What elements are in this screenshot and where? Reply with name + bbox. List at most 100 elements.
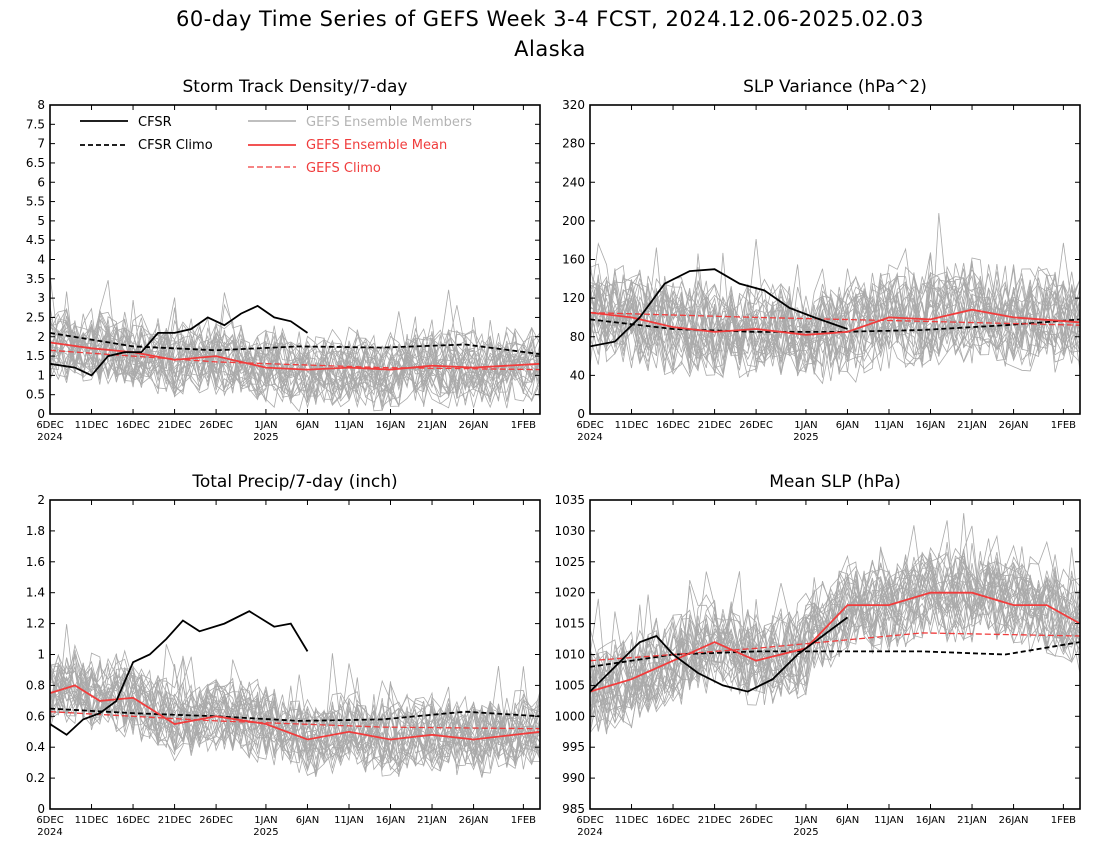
precip-xtick-label: 16DEC [116,815,150,826]
precip-ytick-label: 1.4 [26,586,45,600]
storm-xtick-label: 1FEB [511,420,536,431]
slpvar-plot-area [590,213,1080,385]
meanslp-ensemble-member-27 [590,548,1080,710]
meanslp-xtick-label: 21JAN [957,815,987,826]
precip-xtick-label: 21DEC [158,815,192,826]
meanslp-xtick-label: 16JAN [916,815,946,826]
slpvar-ytick-label: 160 [562,253,585,267]
slpvar-ensemble-member-23 [590,268,1080,377]
meanslp-ensemble-member-25 [590,544,1080,695]
precip-ytick-label: 0.2 [26,771,45,785]
precip-xtick-label: 16JAN [376,815,406,826]
meanslp-xtick-label: 21DEC [698,815,732,826]
slpvar-xtick-label: 16JAN [916,420,946,431]
storm-xtick-label: 16DEC [116,420,150,431]
storm-series-cfsr [50,304,309,377]
meanslp-xtick-label: 6JAN [836,815,859,826]
precip-ytick-label: 0.4 [26,740,45,754]
precip-ytick-label: 1 [37,648,45,662]
storm-ytick-label: 6 [37,175,45,189]
legend-cfsr-label: CFSR [138,115,172,130]
slpvar-xtick-label: 16DEC [656,420,690,431]
slpvar-xtick-label: 11DEC [615,420,649,431]
meanslp-xtick-label: 11DEC [615,815,649,826]
slpvar-ytick-label: 200 [562,214,585,228]
slpvar-ensemble-member-30 [590,242,1080,372]
storm-ensemble-member-28 [50,331,540,412]
storm-ytick-label: 4.5 [26,233,45,247]
slpvar-series-gefs-climo [590,311,1080,326]
precip-ytick-label: 1.6 [26,555,45,569]
precip-series-cfsr [50,610,309,736]
meanslp-xtick-label: 26JAN [999,815,1029,826]
legend: CFSR CFSR Climo GEFS Ensemble Members GE… [80,115,472,176]
meanslp-ensemble-member-11 [590,554,1080,708]
slpvar-ytick-label: 120 [562,291,585,305]
precip-ytick-label: 0.8 [26,678,45,692]
slpvar-xtick-label: 26DEC [739,420,773,431]
slpvar-ytick-label: 320 [562,98,585,112]
slpvar-xtick-label: 1FEB [1051,420,1076,431]
precip-series-gefs-climo [50,711,540,730]
storm-ytick-label: 2.5 [26,310,45,324]
panel-mean-slp: Mean SLP (hPa) 985 990 995 1000 1005 1010 1015 1… [554,472,1081,838]
storm-xtick-label: 26DEC [199,420,233,431]
slpvar-year-label: 2025 [793,432,818,443]
meanslp-ytick-label: 1000 [554,709,585,723]
storm-xtick-label: 11JAN [334,420,364,431]
slpvar-ensemble-member-26 [590,260,1080,375]
storm-ytick-label: 3.5 [26,272,45,286]
slpvar-xtick-label: 21DEC [698,420,732,431]
storm-ensemble-member-23 [50,307,540,407]
legend-gefs-mean-label: GEFS Ensemble Mean [306,138,447,153]
precip-xtick-label: 11DEC [75,815,109,826]
meanslp-xtick-label: 1JAN [794,815,817,826]
precip-ytick-label: 0 [37,802,45,816]
storm-ensemble-member-27 [50,313,540,397]
meanslp-ytick-label: 1025 [554,555,585,569]
storm-ensemble-member-30 [50,292,540,391]
meanslp-ytick-label: 1015 [554,617,585,631]
slpvar-ensemble-member-8 [590,252,1080,375]
slpvar-series-cfsr [590,268,848,348]
storm-ytick-label: 6.5 [26,156,45,170]
meanslp-ytick-label: 1010 [554,648,585,662]
storm-xtick-label: 21DEC [158,420,192,431]
storm-year-label: 2024 [37,432,62,443]
meanslp-year-label: 2024 [577,827,602,838]
precip-ensemble-member-28 [50,649,540,771]
storm-xtick-label: 1JAN [254,420,277,431]
slpvar-ytick-label: 0 [577,407,585,421]
slpvar-title: SLP Variance (hPa^2) [743,77,927,97]
precip-xtick-label: 26JAN [459,815,489,826]
slpvar-xtick-label: 1JAN [794,420,817,431]
storm-year-label: 2025 [253,432,278,443]
precip-year-label: 2025 [253,827,278,838]
precip-xtick-label: 11JAN [334,815,364,826]
meanslp-ytick-label: 990 [562,771,585,785]
meanslp-ytick-label: 985 [562,802,585,816]
slpvar-xtick-label: 26JAN [999,420,1029,431]
slpvar-ensemble-member-21 [590,284,1080,382]
meanslp-plot-area [590,513,1080,735]
storm-ensemble-member-13 [50,326,540,407]
slpvar-series-gefs-mean [590,308,1080,336]
meanslp-title: Mean SLP (hPa) [769,472,901,492]
storm-xtick-label: 6JAN [296,420,319,431]
precip-xtick-label: 1JAN [254,815,277,826]
region-label: Alaska [514,37,586,61]
storm-ytick-label: 0.5 [26,388,45,402]
slpvar-ytick-label: 40 [570,368,585,382]
precip-series-cfsr-climo [50,707,540,722]
storm-ytick-label: 0 [37,407,45,421]
slpvar-xtick-label: 11JAN [874,420,904,431]
storm-xtick-label: 16JAN [376,420,406,431]
precip-title: Total Precip/7-day (inch) [191,472,397,492]
legend-cfsr-climo-label: CFSR Climo [138,138,213,153]
storm-ytick-label: 7 [37,137,45,151]
meanslp-ensemble-member-30 [590,520,1080,711]
precip-ensemble-member-14 [50,624,540,773]
storm-series-gefs-climo [50,349,540,371]
slpvar-ytick-label: 240 [562,175,585,189]
meanslp-ytick-label: 1035 [554,493,585,507]
